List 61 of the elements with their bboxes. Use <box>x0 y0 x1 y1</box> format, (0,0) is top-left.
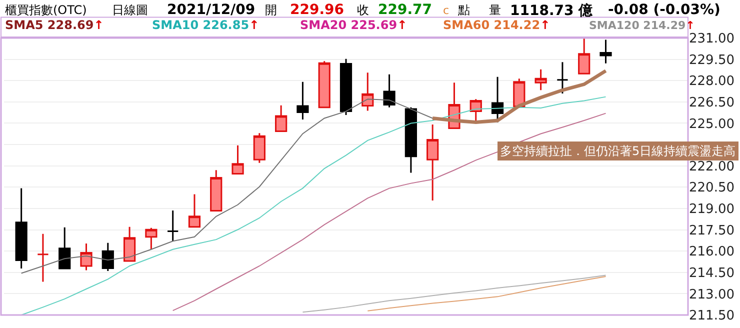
y-tick-label: 228.00 <box>689 74 734 90</box>
candlestick <box>210 169 222 212</box>
annotation: 多空持續拉扯．但仍沿著5日線持續震盪走高 <box>500 144 736 158</box>
line-series <box>367 276 606 312</box>
candlestick <box>102 242 114 272</box>
y-tick-label: 214.50 <box>689 266 734 281</box>
y-tick-label: 225.00 <box>689 116 734 132</box>
candlestick <box>340 58 352 116</box>
y-tick-label: 211.50 <box>689 308 734 324</box>
line-series <box>430 69 608 124</box>
text: SMA10 226.85↑ <box>152 18 260 32</box>
y-tick-label: 219.00 <box>689 202 734 218</box>
text: SMA120 214.29↑ <box>589 19 695 32</box>
chart-title: 櫃買指數(OTC) <box>5 3 87 17</box>
candlestick <box>578 38 590 74</box>
text: 229.77 <box>378 2 432 18</box>
text: c <box>443 4 450 17</box>
candlestick <box>15 188 28 270</box>
candlestick <box>188 194 201 228</box>
line-series <box>20 96 606 315</box>
candlestick <box>426 124 439 202</box>
y-tick-label: 217.50 <box>689 223 734 238</box>
candlestick <box>58 226 71 270</box>
candlestick <box>296 81 309 120</box>
candlestick <box>253 132 266 164</box>
candlestick <box>534 68 547 91</box>
y-tick-label: 226.50 <box>689 95 734 110</box>
text: SMA5 228.69↑ <box>5 18 104 32</box>
y-tick-label: 216.00 <box>689 244 734 260</box>
line-series <box>302 274 606 313</box>
text: 229.96 <box>290 2 344 18</box>
candlestick <box>556 61 569 94</box>
text: 開 <box>265 3 277 17</box>
text: 2021/12/09 <box>167 2 256 18</box>
candlestick <box>470 98 482 123</box>
text: 1118.73 億 <box>510 2 594 19</box>
candlestick <box>123 226 136 262</box>
text: -0.08 (-0.03%) <box>608 2 720 18</box>
text: 收 <box>357 3 369 17</box>
candlestick <box>318 60 330 108</box>
text: 量 <box>489 3 501 17</box>
line-series <box>172 112 606 312</box>
y-tick-label: 231.00 <box>689 32 734 47</box>
y-tick-label: 213.00 <box>689 287 734 302</box>
text: SMA60 214.22↑ <box>443 18 550 32</box>
text: 日線圖 <box>112 3 148 17</box>
y-tick-label: 229.50 <box>689 52 734 68</box>
candlestick <box>275 104 288 132</box>
candlestick <box>362 72 374 112</box>
candlestick <box>80 242 92 271</box>
text: SMA20 225.69↑ <box>300 18 408 32</box>
candlestick <box>600 38 612 64</box>
y-tick-label: 222.00 <box>689 159 734 174</box>
candlestick <box>383 74 396 108</box>
candlestick <box>166 210 179 242</box>
candlestick <box>145 227 158 250</box>
candlestick <box>404 106 417 174</box>
candlestick <box>232 144 244 175</box>
y-tick-label: 220.50 <box>689 180 734 196</box>
text: 點 <box>457 3 470 17</box>
candlestick <box>36 233 50 283</box>
